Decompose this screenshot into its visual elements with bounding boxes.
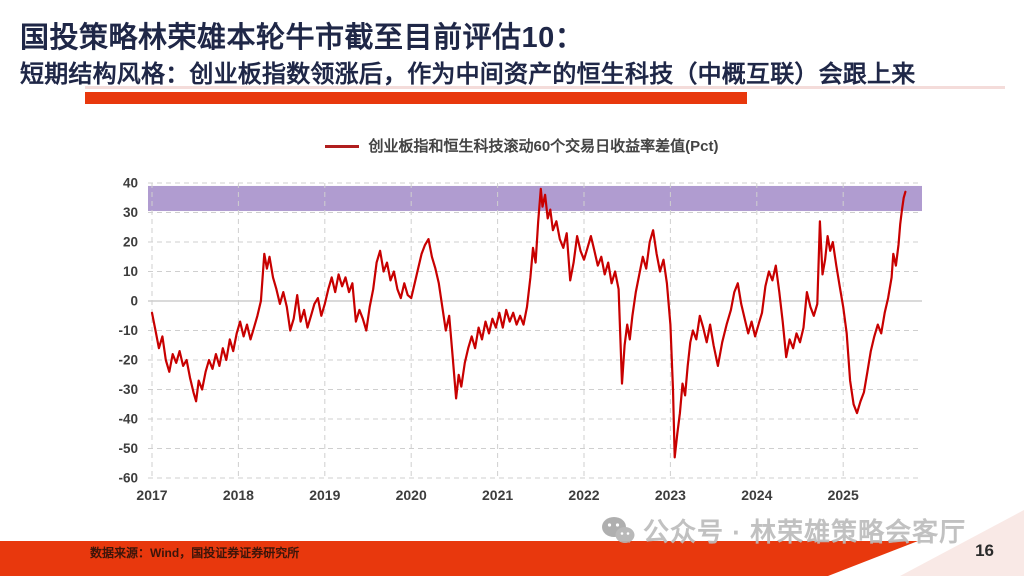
- header-rule-red: [85, 92, 747, 104]
- y-tick-label: 10: [123, 264, 138, 279]
- y-tick-label: 0: [130, 294, 138, 309]
- y-tick-label: -10: [118, 323, 138, 338]
- series-line: [150, 187, 907, 459]
- x-tick-label: 2024: [741, 487, 772, 503]
- y-tick-label: 40: [123, 176, 138, 191]
- y-tick-label: -50: [118, 441, 138, 456]
- x-tick-label: 2023: [655, 487, 686, 503]
- y-tick-label: -40: [118, 412, 138, 427]
- y-tick-label: 20: [123, 235, 138, 250]
- page-number: 16: [975, 541, 994, 560]
- source-note: 数据来源：Wind，国投证券证券研究所: [90, 546, 300, 560]
- x-tick-label: 2020: [396, 487, 427, 503]
- x-tick-label: 2019: [309, 487, 340, 503]
- y-tick-label: -60: [118, 471, 138, 486]
- corner-accent-triangle: [900, 510, 1024, 576]
- highlight-band: [148, 185, 922, 212]
- x-tick-label: 2018: [223, 487, 254, 503]
- watermark: 公众号 · 林荣雄策略会客厅: [601, 512, 966, 549]
- x-tick-label: 2022: [568, 487, 599, 503]
- watermark-text: 公众号 · 林荣雄策略会客厅: [643, 517, 967, 547]
- y-tick-label: -20: [118, 353, 138, 368]
- x-tick-label: 2017: [136, 487, 167, 503]
- y-tick-label: -30: [118, 382, 138, 397]
- footer-red-band: [0, 541, 918, 576]
- y-tick-label: 30: [123, 205, 138, 220]
- x-tick-label: 2025: [828, 487, 859, 503]
- legend-label: 创业板指和恒生科技滚动60个交易日收益率差值(Pct): [368, 138, 719, 155]
- legend-line-marker: [325, 144, 360, 148]
- footer-banner: [0, 510, 1024, 576]
- page-title: 国投策略林荣雄本轮牛市截至目前评估10：: [20, 22, 585, 54]
- chart-legend: 创业板指和恒生科技滚动60个交易日收益率差值(Pct): [0, 135, 1024, 156]
- wechat-icon: [602, 516, 635, 543]
- header-rule-light: [85, 86, 1005, 89]
- x-tick-label: 2021: [482, 487, 513, 503]
- page-subtitle: 短期结构风格：创业板指数领涨后，作为中间资产的恒生科技（中概互联）会跟上来: [20, 61, 916, 88]
